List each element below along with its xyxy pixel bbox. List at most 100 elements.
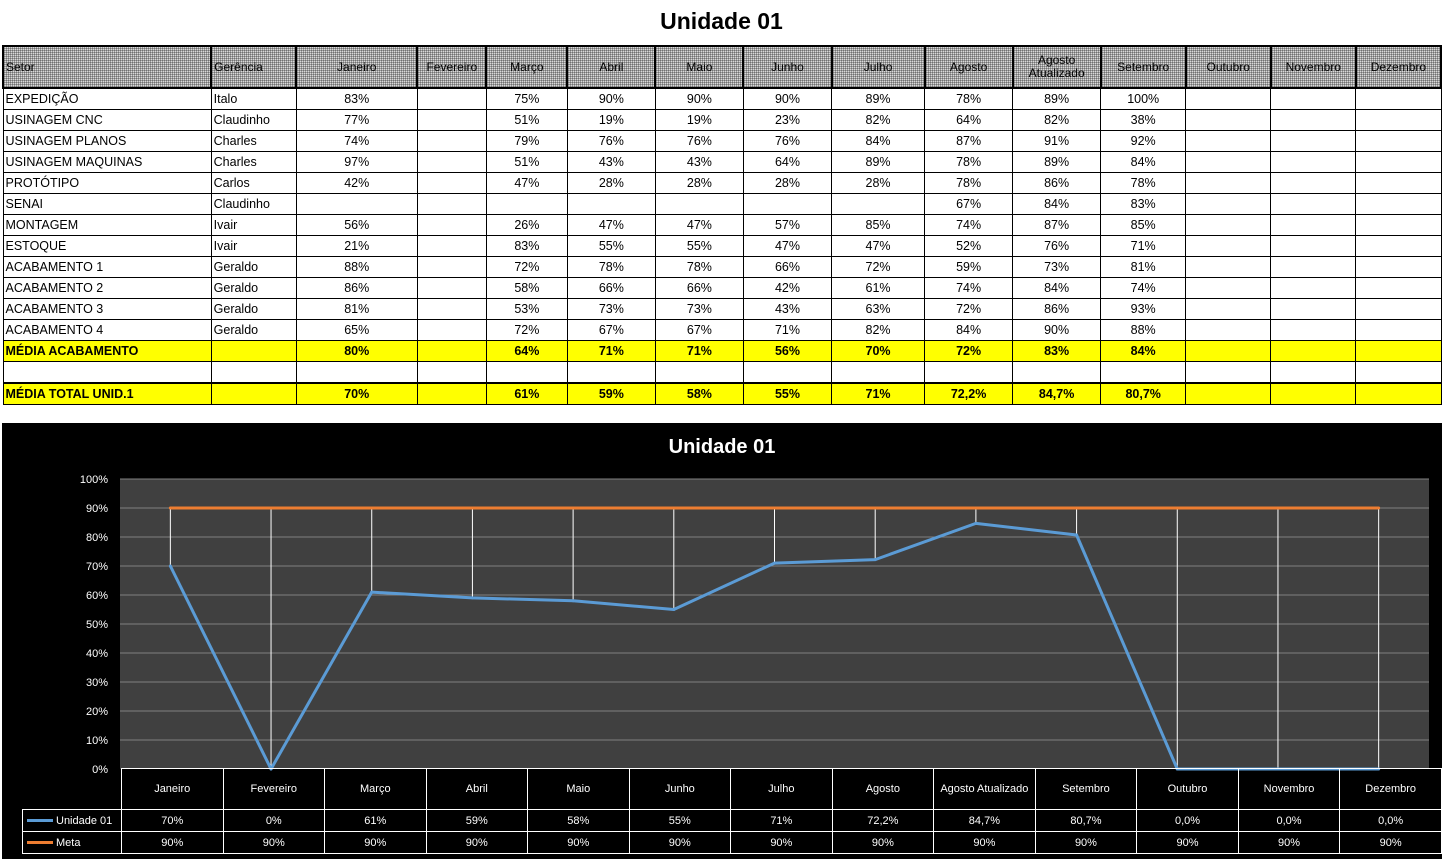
table-cell[interactable]: 19% xyxy=(654,109,744,131)
column-header[interactable]: Junho xyxy=(742,45,833,89)
table-cell[interactable]: 93% xyxy=(1100,298,1187,320)
table-cell[interactable]: 64% xyxy=(924,109,1014,131)
table-cell[interactable] xyxy=(1355,214,1442,236)
table-cell[interactable] xyxy=(1355,87,1442,110)
table-cell[interactable]: 80% xyxy=(295,340,418,362)
table-cell[interactable] xyxy=(416,235,487,257)
table-cell[interactable]: 84% xyxy=(1012,193,1102,215)
table-cell[interactable]: 56% xyxy=(742,340,833,362)
table-cell[interactable]: 42% xyxy=(295,172,418,194)
table-cell[interactable]: 80,7% xyxy=(1100,382,1187,405)
table-cell[interactable]: 72% xyxy=(485,256,568,278)
table-cell[interactable]: ESTOQUE xyxy=(2,235,212,257)
table-cell[interactable]: 59% xyxy=(566,382,656,405)
table-cell[interactable]: 70% xyxy=(830,340,926,362)
table-cell[interactable] xyxy=(1355,361,1442,384)
table-cell[interactable] xyxy=(416,340,487,362)
table-cell[interactable]: 63% xyxy=(830,298,926,320)
table-cell[interactable] xyxy=(1355,193,1442,215)
table-cell[interactable]: 84,7% xyxy=(1012,382,1102,405)
table-cell[interactable] xyxy=(1355,256,1442,278)
table-cell[interactable] xyxy=(295,361,418,384)
table-cell[interactable]: 47% xyxy=(566,214,656,236)
table-cell[interactable]: 78% xyxy=(654,256,744,278)
table-cell[interactable]: 72,2% xyxy=(924,382,1014,405)
table-cell[interactable] xyxy=(1270,172,1357,194)
table-cell[interactable] xyxy=(1270,193,1357,215)
table-cell[interactable]: 47% xyxy=(485,172,568,194)
table-cell[interactable]: 71% xyxy=(1100,235,1187,257)
table-cell[interactable] xyxy=(416,214,487,236)
table-cell[interactable] xyxy=(566,361,656,384)
table-cell[interactable] xyxy=(416,87,487,110)
table-cell[interactable]: 47% xyxy=(830,235,926,257)
table-cell[interactable]: Charles xyxy=(210,130,297,152)
table-cell[interactable]: 90% xyxy=(654,87,744,110)
table-cell[interactable]: 58% xyxy=(485,277,568,299)
table-cell[interactable]: 75% xyxy=(485,87,568,110)
table-cell[interactable] xyxy=(1355,109,1442,131)
table-cell[interactable] xyxy=(1185,130,1272,152)
table-cell[interactable]: 90% xyxy=(566,87,656,110)
table-cell[interactable]: Claudinho xyxy=(210,109,297,131)
table-cell[interactable] xyxy=(1355,235,1442,257)
table-cell[interactable]: Ivair xyxy=(210,214,297,236)
table-cell[interactable] xyxy=(210,382,297,405)
table-cell[interactable]: Ivair xyxy=(210,235,297,257)
table-cell[interactable]: 90% xyxy=(1012,319,1102,341)
table-cell[interactable]: 97% xyxy=(295,151,418,173)
table-cell[interactable]: 66% xyxy=(654,277,744,299)
table-cell[interactable]: 100% xyxy=(1100,87,1187,110)
table-cell[interactable]: Geraldo xyxy=(210,298,297,320)
table-cell[interactable] xyxy=(1185,319,1272,341)
table-cell[interactable]: 87% xyxy=(924,130,1014,152)
table-cell[interactable]: Italo xyxy=(210,87,297,110)
table-cell[interactable]: USINAGEM PLANOS xyxy=(2,130,212,152)
table-cell[interactable]: 66% xyxy=(742,256,833,278)
table-cell[interactable]: 47% xyxy=(654,214,744,236)
table-cell[interactable] xyxy=(210,340,297,362)
table-cell[interactable]: 79% xyxy=(485,130,568,152)
table-cell[interactable]: 84% xyxy=(830,130,926,152)
table-cell[interactable]: 90% xyxy=(742,87,833,110)
table-cell[interactable] xyxy=(1185,214,1272,236)
table-cell[interactable] xyxy=(416,172,487,194)
table-cell[interactable]: 82% xyxy=(1012,109,1102,131)
table-cell[interactable] xyxy=(1270,130,1357,152)
table-cell[interactable]: 51% xyxy=(485,109,568,131)
table-cell[interactable]: 74% xyxy=(924,277,1014,299)
table-cell[interactable] xyxy=(416,130,487,152)
table-cell[interactable]: 78% xyxy=(566,256,656,278)
table-cell[interactable]: 61% xyxy=(485,382,568,405)
table-cell[interactable]: Geraldo xyxy=(210,319,297,341)
table-cell[interactable]: 84% xyxy=(924,319,1014,341)
table-cell[interactable]: 38% xyxy=(1100,109,1187,131)
table-cell[interactable]: ACABAMENTO 1 xyxy=(2,256,212,278)
table-cell[interactable]: 59% xyxy=(924,256,1014,278)
table-cell[interactable]: Geraldo xyxy=(210,256,297,278)
table-cell[interactable]: 43% xyxy=(742,298,833,320)
table-cell[interactable]: 72% xyxy=(924,298,1014,320)
table-cell[interactable] xyxy=(1270,340,1357,362)
table-cell[interactable]: 42% xyxy=(742,277,833,299)
table-cell[interactable]: Geraldo xyxy=(210,277,297,299)
table-cell[interactable]: ACABAMENTO 3 xyxy=(2,298,212,320)
column-header[interactable]: Setor xyxy=(1,45,213,89)
column-header[interactable]: Julho xyxy=(830,45,926,89)
table-cell[interactable]: 74% xyxy=(1100,277,1187,299)
table-cell[interactable]: 74% xyxy=(924,214,1014,236)
table-cell[interactable] xyxy=(1270,319,1357,341)
table-cell[interactable]: 83% xyxy=(295,87,418,110)
table-cell[interactable]: 43% xyxy=(654,151,744,173)
table-cell[interactable] xyxy=(1355,130,1442,152)
table-cell[interactable]: 19% xyxy=(566,109,656,131)
table-cell[interactable]: 52% xyxy=(924,235,1014,257)
table-cell[interactable] xyxy=(1185,151,1272,173)
table-cell[interactable] xyxy=(1355,382,1442,405)
table-cell[interactable]: 21% xyxy=(295,235,418,257)
column-header[interactable]: Janeiro xyxy=(295,45,419,89)
table-cell[interactable]: 87% xyxy=(1012,214,1102,236)
table-cell[interactable] xyxy=(924,361,1014,384)
table-cell[interactable]: 78% xyxy=(924,172,1014,194)
table-cell[interactable]: 73% xyxy=(566,298,656,320)
